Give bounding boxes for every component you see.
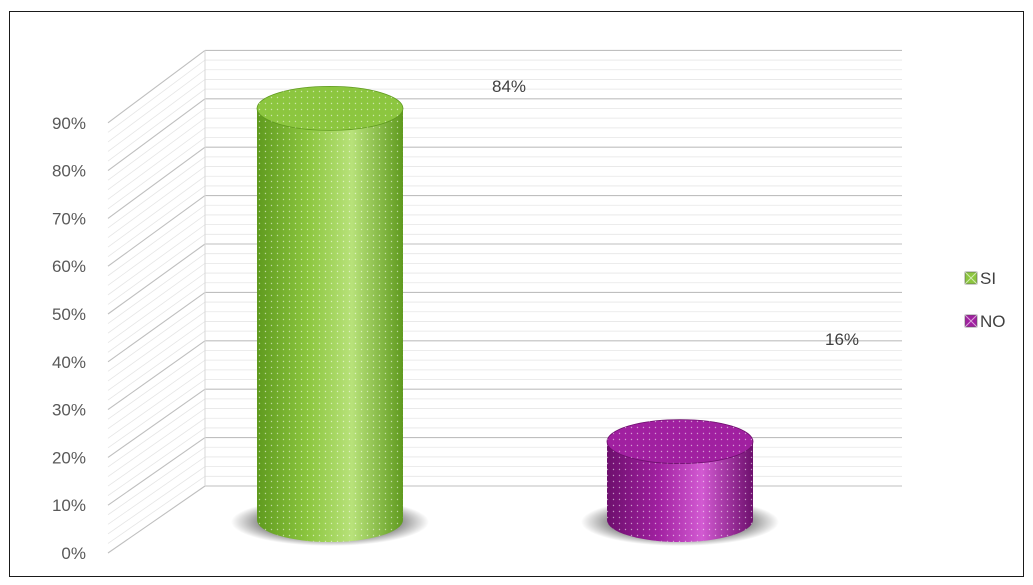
side-gridline: [107, 330, 206, 401]
side-gridline: [107, 379, 206, 449]
side-gridline: [107, 456, 206, 525]
side-gridline: [107, 175, 206, 248]
side-gridline: [107, 398, 206, 468]
side-gridline: [107, 446, 206, 516]
y-tick-label: 70%: [52, 209, 86, 228]
legend-label: SI: [980, 269, 996, 288]
side-gridline: [107, 156, 206, 229]
chart-frame: [9, 11, 1024, 577]
side-gridline: [107, 388, 206, 458]
y-tick-label: 90%: [52, 114, 86, 133]
side-gridline: [107, 204, 206, 277]
side-gridline: [107, 282, 206, 353]
side-gridline: [107, 350, 206, 420]
side-gridline: [107, 417, 206, 487]
side-gridline: [107, 195, 206, 267]
bar-texture: [257, 108, 403, 543]
side-gridline: [107, 466, 206, 535]
side-gridline: [107, 137, 206, 210]
side-gridline: [107, 214, 206, 286]
side-gridline: [107, 272, 206, 344]
side-gridline: [107, 408, 206, 477]
side-gridline: [107, 79, 206, 152]
y-tick-label: 40%: [52, 353, 86, 372]
y-tick-label: 60%: [52, 257, 86, 276]
y-tick-label: 30%: [52, 401, 86, 420]
side-gridline: [107, 291, 206, 363]
side-gridline: [107, 321, 206, 391]
side-gridline: [107, 233, 206, 305]
legend-label: NO: [980, 312, 1006, 331]
y-tick-label: 50%: [52, 305, 86, 324]
data-labels: 84% 16%: [492, 77, 859, 349]
bars: [231, 86, 779, 546]
side-gridline: [107, 340, 206, 411]
side-gridline: [107, 224, 206, 296]
side-gridline: [107, 127, 206, 200]
y-tick-label: 20%: [52, 448, 86, 467]
side-gridline: [107, 108, 206, 181]
side-gridline: [107, 263, 206, 334]
side-gridline: [107, 98, 206, 172]
side-gridline: [107, 146, 206, 219]
y-axis: 0% 10% 20% 30% 40% 50% 60% 70% 80% 90%: [52, 114, 86, 563]
side-gridline: [107, 475, 206, 544]
side-gridline: [107, 427, 206, 496]
side-gridline: [107, 437, 206, 506]
side-gridline: [107, 311, 206, 382]
bar-texture: [607, 441, 753, 542]
legend-swatch-pattern: [964, 271, 978, 285]
bar-top-texture: [257, 86, 403, 131]
side-gridline: [107, 485, 206, 554]
side-gridline: [107, 59, 206, 133]
side-gridline: [107, 369, 206, 439]
y-tick-label: 80%: [52, 162, 86, 181]
data-label-si: 84%: [492, 77, 526, 96]
side-gridline: [107, 166, 206, 238]
grid-lines: [107, 49, 902, 554]
side-gridline: [107, 359, 206, 430]
side-gridline: [107, 243, 206, 315]
side-gridline: [107, 69, 206, 143]
side-gridline: [107, 301, 206, 372]
legend-swatch-pattern: [964, 314, 978, 328]
bar-top-texture: [607, 419, 753, 464]
bar-no: [581, 419, 779, 546]
side-gridline: [107, 49, 206, 124]
y-tick-label: 0%: [61, 544, 86, 563]
data-label-no: 16%: [825, 330, 859, 349]
side-gridline: [107, 88, 206, 162]
side-gridline: [107, 117, 206, 191]
legend: SI NO: [964, 269, 1006, 331]
bar-si: [231, 86, 429, 546]
y-tick-label: 10%: [52, 496, 86, 515]
side-gridline: [107, 253, 206, 324]
side-gridline: [107, 185, 206, 257]
